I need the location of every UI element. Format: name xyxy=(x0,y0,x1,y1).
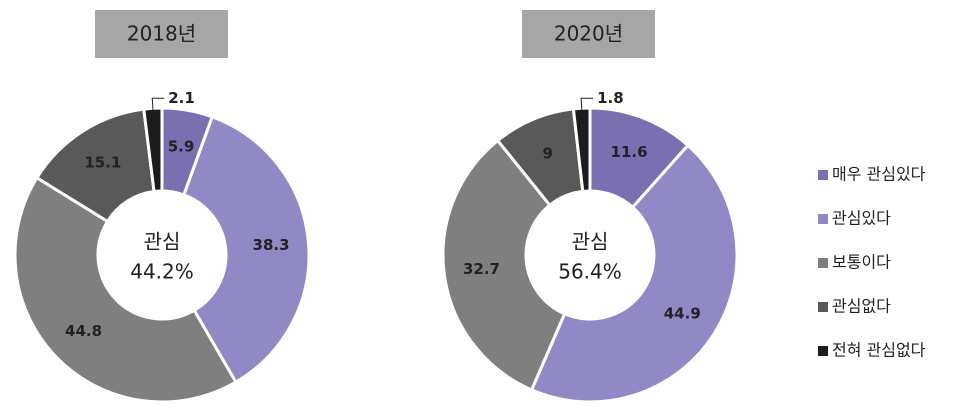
data-label: 9 xyxy=(543,144,553,162)
data-label: 2.1 xyxy=(168,89,195,107)
leader-line xyxy=(580,97,594,111)
data-label: 44.9 xyxy=(664,304,701,322)
center-label: 관심 xyxy=(572,230,609,254)
slice xyxy=(181,114,311,385)
legend-swatch xyxy=(818,302,828,312)
legend-swatch xyxy=(818,258,828,268)
title-box xyxy=(95,10,228,58)
data-label: 1.8 xyxy=(597,89,624,107)
chart-title: 2020년 xyxy=(554,22,623,46)
leader-line xyxy=(151,97,165,111)
data-label: 5.9 xyxy=(168,138,195,156)
center-label: 관심 xyxy=(144,230,181,254)
slice xyxy=(529,143,739,404)
slice xyxy=(13,175,238,404)
legend-label: 관심없다 xyxy=(832,297,891,316)
legend-swatch xyxy=(818,170,828,180)
legend-swatch xyxy=(818,346,828,356)
legend-label: 전혀 관심없다 xyxy=(832,341,926,360)
legend-label: 보통이다 xyxy=(832,253,891,272)
data-label: 11.6 xyxy=(611,143,648,161)
center-value: 44.2% xyxy=(130,260,194,284)
legend-label: 관심있다 xyxy=(832,209,891,228)
data-label: 15.1 xyxy=(84,153,121,171)
data-label: 32.7 xyxy=(463,260,500,278)
chart-title: 2018년 xyxy=(127,22,196,46)
center-value: 56.4% xyxy=(558,260,622,284)
legend-label: 매우 관심있다 xyxy=(832,165,926,184)
legend-swatch xyxy=(818,214,828,224)
slice xyxy=(441,138,567,392)
title-box xyxy=(522,10,655,58)
slice xyxy=(571,106,592,194)
slice xyxy=(142,106,164,194)
data-label: 44.8 xyxy=(65,322,102,340)
data-label: 38.3 xyxy=(253,236,290,254)
